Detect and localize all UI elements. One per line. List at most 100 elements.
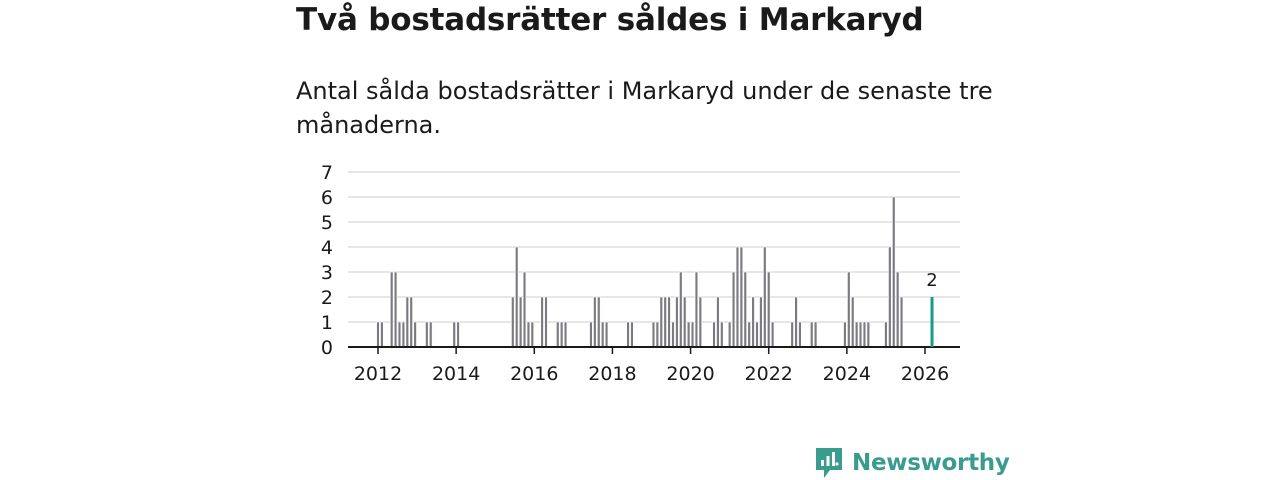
bar-68 xyxy=(858,321,863,348)
x-tick-label-2026: 2026 xyxy=(901,363,949,385)
bar-37 xyxy=(675,296,679,348)
bar-8 xyxy=(413,321,417,348)
y-tick-label-0: 0 xyxy=(321,337,333,359)
bar-15 xyxy=(518,296,523,348)
bar-38 xyxy=(679,271,683,348)
y-tick-label-1: 1 xyxy=(321,312,333,334)
newsworthy-logo-icon xyxy=(816,448,842,478)
bar-43 xyxy=(698,296,703,348)
bar-0 xyxy=(376,321,380,348)
bar-73 xyxy=(892,196,896,348)
y-tick-label-4: 4 xyxy=(321,237,333,259)
chart-title: Två bostadsrätter såldes i Markaryd xyxy=(296,2,924,38)
x-tick-label-2012: 2012 xyxy=(354,363,402,385)
highlight-bar xyxy=(930,297,934,347)
bar-series xyxy=(376,196,904,348)
bar-5 xyxy=(401,321,406,348)
bar-12 xyxy=(456,321,460,348)
bar-69 xyxy=(862,321,867,348)
bar-25 xyxy=(593,296,597,348)
bar-34 xyxy=(663,296,667,348)
bar-46 xyxy=(720,321,724,348)
bar-16 xyxy=(522,271,527,348)
highlight-value-label: 2 xyxy=(926,270,937,291)
bar-2 xyxy=(390,271,394,348)
bar-22 xyxy=(559,321,564,348)
y-tick-label-6: 6 xyxy=(321,187,333,209)
bar-71 xyxy=(884,321,888,348)
bar-74 xyxy=(895,271,900,348)
bar-45 xyxy=(716,296,720,348)
bar-48 xyxy=(731,271,736,348)
bar-62 xyxy=(810,321,814,348)
bar-64 xyxy=(843,321,847,348)
bar-57 xyxy=(767,271,771,348)
bar-24 xyxy=(589,321,593,348)
bar-26 xyxy=(597,296,601,348)
bar-20 xyxy=(544,296,548,348)
bar-66 xyxy=(851,296,855,348)
bar-7 xyxy=(409,296,413,348)
x-axis-ticks xyxy=(377,347,926,354)
bar-72 xyxy=(888,246,892,348)
bar-61 xyxy=(798,321,802,348)
bar-35 xyxy=(667,296,671,348)
chart-subtitle: Antal sålda bostadsrätter i Markaryd und… xyxy=(296,77,993,139)
bar-17 xyxy=(526,321,531,348)
bar-63 xyxy=(813,321,818,348)
bar-65 xyxy=(847,271,851,348)
bar-36 xyxy=(671,321,675,348)
bar-75 xyxy=(899,296,904,348)
bar-6 xyxy=(405,296,409,348)
x-tick-label-2016: 2016 xyxy=(510,363,558,385)
x-tick-label-2020: 2020 xyxy=(666,363,714,385)
bar-14 xyxy=(515,246,519,348)
y-tick-label-5: 5 xyxy=(321,212,333,234)
bar-28 xyxy=(604,321,609,348)
y-tick-label-3: 3 xyxy=(321,262,333,284)
bar-10 xyxy=(429,321,433,348)
bar-9 xyxy=(425,321,429,348)
bar-1 xyxy=(380,321,384,348)
y-tick-label-7: 7 xyxy=(321,162,333,184)
bar-31 xyxy=(651,321,656,348)
bar-11 xyxy=(452,321,456,348)
bar-27 xyxy=(600,321,605,348)
latest-value-highlight: 2 xyxy=(926,270,938,347)
bar-70 xyxy=(866,321,871,348)
x-tick-label-2022: 2022 xyxy=(745,363,793,385)
bar-39 xyxy=(683,296,687,348)
bar-4 xyxy=(397,321,402,348)
y-axis-tick-labels: 0 1 2 3 4 5 6 7 xyxy=(321,162,333,359)
bar-59 xyxy=(790,321,794,348)
bar-29 xyxy=(626,321,630,348)
bar-50 xyxy=(739,246,744,348)
bar-47 xyxy=(727,321,732,348)
y-tick-label-2: 2 xyxy=(321,287,333,309)
bar-18 xyxy=(530,321,535,348)
bar-42 xyxy=(694,271,699,348)
x-tick-label-2024: 2024 xyxy=(823,363,871,385)
bar-52 xyxy=(747,321,751,348)
bar-55 xyxy=(759,296,763,348)
y-gridlines xyxy=(348,171,960,323)
bar-41 xyxy=(690,321,695,348)
bar-67 xyxy=(854,321,859,348)
x-axis-tick-labels: 2012 2014 2016 2018 2020 2022 2024 2026 xyxy=(354,363,949,385)
x-tick-label-2018: 2018 xyxy=(588,363,636,385)
bar-33 xyxy=(659,296,663,348)
bar-54 xyxy=(755,321,759,348)
bar-44 xyxy=(712,321,716,348)
x-tick-label-2014: 2014 xyxy=(432,363,480,385)
bar-19 xyxy=(540,296,544,348)
newsworthy-logo: Newsworthy xyxy=(814,446,1010,480)
bar-32 xyxy=(655,321,660,348)
bar-21 xyxy=(556,321,560,348)
bar-51 xyxy=(743,271,747,348)
bar-30 xyxy=(630,321,634,348)
bar-49 xyxy=(735,246,740,348)
bar-chart: 0 1 2 3 4 5 6 7 2012 2014 2016 2018 2020 2022 2024 202… xyxy=(321,162,960,385)
bar-23 xyxy=(563,321,568,348)
bar-40 xyxy=(686,321,691,348)
bar-58 xyxy=(770,321,775,348)
